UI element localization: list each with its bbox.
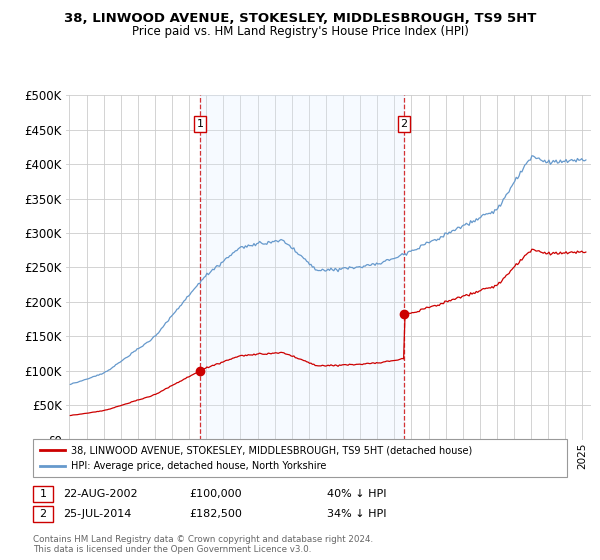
Text: 38, LINWOOD AVENUE, STOKESLEY, MIDDLESBROUGH, TS9 5HT: 38, LINWOOD AVENUE, STOKESLEY, MIDDLESBR… xyxy=(64,12,536,25)
Text: Contains HM Land Registry data © Crown copyright and database right 2024.: Contains HM Land Registry data © Crown c… xyxy=(33,535,373,544)
Text: 2: 2 xyxy=(400,119,407,129)
Text: £100,000: £100,000 xyxy=(189,489,242,499)
Text: 2: 2 xyxy=(40,509,46,519)
Text: 1: 1 xyxy=(40,489,46,499)
Text: 25-JUL-2014: 25-JUL-2014 xyxy=(63,509,131,519)
Text: 40% ↓ HPI: 40% ↓ HPI xyxy=(327,489,386,499)
Text: 1: 1 xyxy=(197,119,203,129)
Text: Price paid vs. HM Land Registry's House Price Index (HPI): Price paid vs. HM Land Registry's House … xyxy=(131,25,469,38)
Text: This data is licensed under the Open Government Licence v3.0.: This data is licensed under the Open Gov… xyxy=(33,545,311,554)
Text: 22-AUG-2002: 22-AUG-2002 xyxy=(63,489,137,499)
Text: 34% ↓ HPI: 34% ↓ HPI xyxy=(327,509,386,519)
Text: HPI: Average price, detached house, North Yorkshire: HPI: Average price, detached house, Nort… xyxy=(71,461,327,472)
Bar xyxy=(200,95,404,440)
Text: £182,500: £182,500 xyxy=(189,509,242,519)
Text: 38, LINWOOD AVENUE, STOKESLEY, MIDDLESBROUGH, TS9 5HT (detached house): 38, LINWOOD AVENUE, STOKESLEY, MIDDLESBR… xyxy=(71,445,473,455)
